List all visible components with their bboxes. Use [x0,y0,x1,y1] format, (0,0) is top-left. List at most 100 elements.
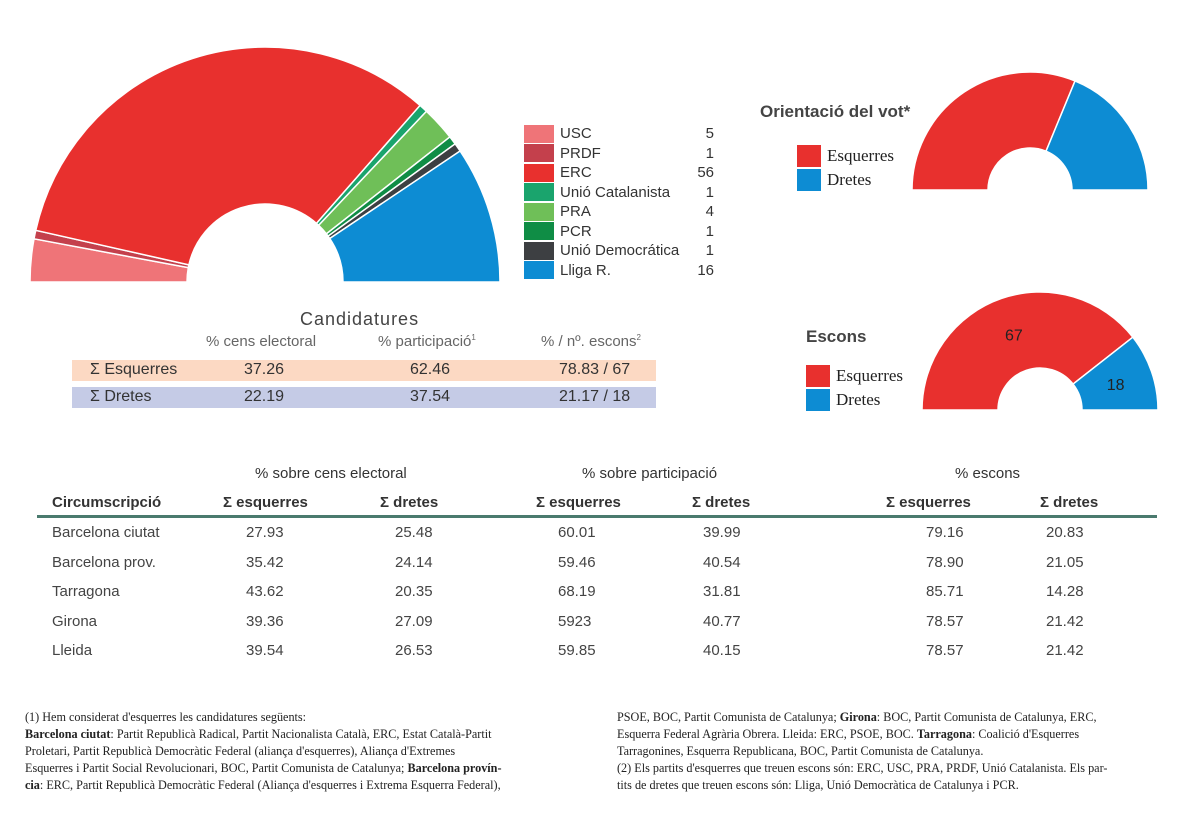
legend-value: 56 [697,164,714,182]
footnote-line: Barcelona ciutat: Partit Republicà Radic… [25,727,492,741]
head-participacio: % participació1 [378,333,476,350]
row-label: Girona [52,612,98,630]
cell-participacio: 62.46 [410,361,451,378]
legend-label: PRDF [560,144,601,162]
legend-item: Unió Democrática 1 [524,241,714,261]
cell-escons: 21.17 / 18 [559,388,631,405]
footnote-line: Esquerres i Partit Social Revolucionari,… [25,761,502,775]
row-label: Lleida [52,642,93,659]
legend-label: PRA [560,203,591,221]
table-row: Tarragona 43.62 20.35 68.19 31.81 85.71 14.28 [0,583,1200,612]
legend-item: Unió Catalanista 1 [524,183,714,203]
col-head-circumscripcio: Circumscripció [52,494,162,511]
table-cell: 78.57 [926,612,964,630]
table-header-rule [37,515,1157,518]
row-label: Barcelona prov. [52,553,156,571]
footnote-line: (1) Hem considerat d'esquerres les candi… [25,710,307,724]
table-cell: 68.19 [558,583,596,600]
legend-label: Unió Catalanista [560,183,671,201]
table-cell: 79.16 [926,524,964,541]
legend-item: ERC 56 [524,163,714,183]
table-cell: 35.42 [246,553,284,571]
table-cell: 5923 [558,612,592,630]
legend-label-dretes: Dretes [836,390,881,409]
data-label: 18 [1107,377,1125,394]
main-legend: USC 5 PRDF 1 ERC 56 Unió Catalanista 1 PRA 4 PCR 1 U… [524,124,714,280]
footnotes-left: (1) Hem considerat d'esquerres les candi… [25,709,585,794]
footnotes-right: PSOE, BOC, Partit Comunista de Catalunya… [617,709,1172,794]
legend-value: 1 [705,183,714,201]
table-cell: 59.46 [558,553,596,571]
group-head-cens: % sobre cens electoral [255,465,407,482]
orientacio-chart [911,71,1149,191]
footnote-line: PSOE, BOC, Partit Comunista de Catalunya… [617,710,1097,724]
legend-label: USC [560,125,592,143]
col-head-esquerres: Σ esquerres [886,494,971,511]
slice-esquerres [911,71,1076,191]
legend-value: 1 [705,222,714,240]
table-cell: 39.99 [703,524,741,541]
legend-swatch [524,222,554,241]
legend-item: PRA 4 [524,202,714,222]
legend-label: ERC [560,164,592,182]
head-escons-label: % / nº. escons [541,333,637,350]
legend-value: 4 [705,203,714,221]
table-cell: 24.14 [395,553,433,571]
table-cell: 40.77 [703,612,741,630]
head-escons: % / nº. escons2 [541,333,641,350]
legend-swatch [524,124,554,143]
table-cell: 78.90 [926,553,964,571]
table-cell: 40.15 [703,642,741,659]
row-label: Tarragona [52,583,120,600]
legend-swatch [524,163,554,182]
legend-item: USC 5 [524,124,714,144]
legend-value: 1 [705,144,714,162]
legend-item: PCR 1 [524,222,714,242]
table-cell: 20.35 [395,583,433,600]
table-cell: 27.09 [395,612,433,630]
table-cell: 21.05 [1046,553,1084,571]
col-head-dretes: Σ dretes [1040,494,1099,511]
legend-value: 1 [705,242,714,260]
candidatures-row-dretes: Σ Dretes 22.19 37.54 21.17 / 18 [72,387,656,408]
table-cell: 14.28 [1046,583,1084,600]
table-cell: 31.81 [703,583,741,600]
orientacio-legend: Esquerres Dretes [797,144,894,192]
table-row: Barcelona ciutat 27.93 25.48 60.01 39.99 79.1… [0,524,1200,553]
legend-swatch [524,261,554,280]
main-seats-chart [29,46,501,283]
footnote-marker: 1 [471,333,476,342]
escons-legend: Esquerres Dretes [806,364,903,412]
table-cell: 39.36 [246,612,284,630]
legend-value: 16 [697,261,714,279]
legend-swatch [524,202,554,221]
head-participacio-label: % participació [378,333,472,350]
table-cell: 78.57 [926,642,964,659]
table-cell: 59.85 [558,642,596,659]
legend-swatch [524,183,554,202]
legend-item: PRDF 1 [524,144,714,164]
legend-label: Unió Democrática [560,242,680,260]
footnote-line: Esquerra Federal Agrària Obrera. Lleida:… [617,727,1080,741]
esquerres-swatch [806,365,830,387]
table-cell: 40.54 [703,553,741,571]
row-label: Σ Esquerres [90,361,178,378]
head-cens: % cens electoral [206,333,317,350]
table-cell: 20.83 [1046,524,1084,541]
col-head-esquerres: Σ esquerres [223,494,308,511]
footnote-line: (2) Els partits d'esquerres que treuen e… [617,761,1108,775]
legend-label-esquerres: Esquerres [836,366,904,385]
col-head-dretes: Σ dretes [692,494,751,511]
slice-dretes [1071,336,1159,411]
legend-label: PCR [560,222,592,240]
esquerres-swatch [797,145,821,167]
footnote-line: tits de dretes que treuen escons són: Ll… [617,778,1019,792]
legend-label: Lliga R. [560,261,611,279]
table-cell: 21.42 [1046,642,1084,659]
table-cell: 26.53 [395,642,433,659]
legend-label-esquerres: Esquerres [827,146,895,165]
footnote-marker: 2 [636,333,641,342]
table-cell: 21.42 [1046,612,1084,630]
group-head-escons: % escons [955,465,1021,482]
col-head-dretes: Σ dretes [380,494,439,511]
